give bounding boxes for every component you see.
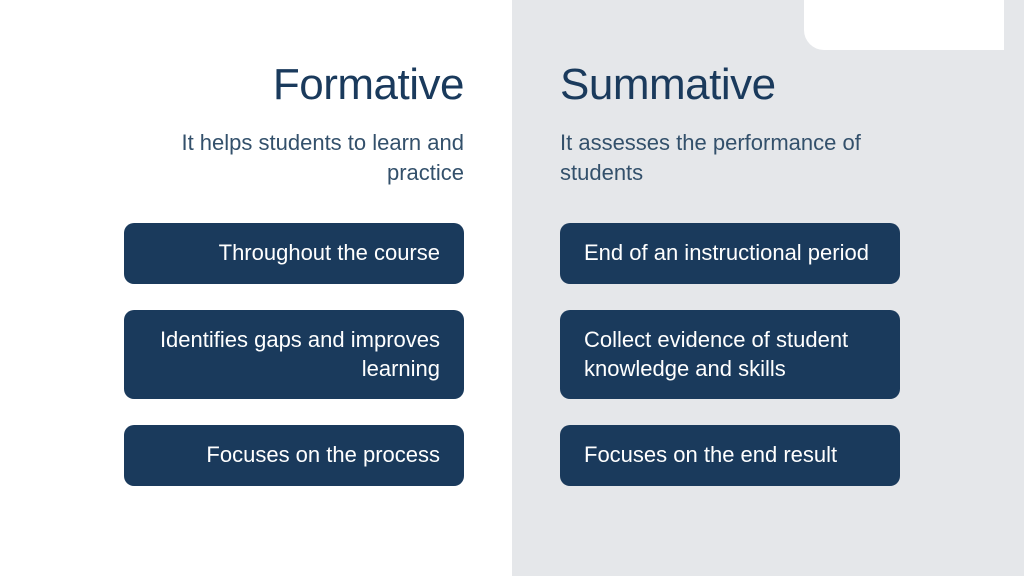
summative-item-1: End of an instructional period [560, 223, 900, 284]
summative-subheading: It assesses the performance of students [560, 128, 900, 187]
formative-column: Formative It helps students to learn and… [0, 0, 512, 576]
formative-subheading: It helps students to learn and practice [124, 128, 464, 187]
summative-item-2: Collect evidence of student knowledge an… [560, 310, 900, 399]
summative-heading: Summative [560, 60, 776, 110]
formative-item-2: Identifies gaps and improves learning [124, 310, 464, 399]
formative-item-3: Focuses on the process [124, 425, 464, 486]
formative-heading: Formative [273, 60, 464, 110]
summative-item-3: Focuses on the end result [560, 425, 900, 486]
formative-item-1: Throughout the course [124, 223, 464, 284]
summative-column: Summative It assesses the performance of… [512, 0, 1024, 576]
